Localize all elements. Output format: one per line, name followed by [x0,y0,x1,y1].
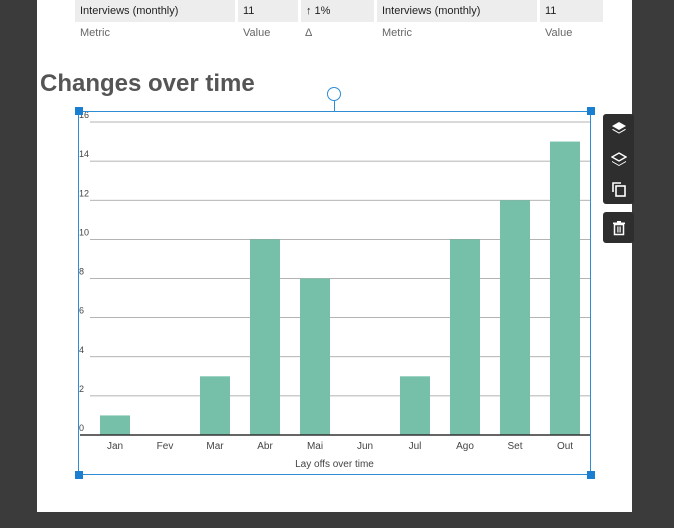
y-tick-label: 14 [79,149,89,159]
resize-handle-top-right[interactable] [587,107,595,115]
duplicate-icon [611,182,626,197]
bar-mai [300,278,330,435]
x-tick-label: Abr [257,441,273,452]
x-axis-label: Lay offs over time [295,459,374,470]
bar-mar [200,376,230,435]
x-tick-label: Ago [456,441,474,452]
bar-abr [250,239,280,435]
y-tick-label: 6 [79,306,84,316]
y-tick-label: 8 [79,267,84,277]
metric-cell-value: 11 [238,0,298,22]
y-tick-label: 16 [79,110,89,120]
x-tick-label: Jun [357,441,373,452]
y-tick-label: 0 [79,423,84,433]
x-tick-label: Set [507,441,522,452]
element-toolbar [603,114,634,204]
rotate-handle[interactable] [327,87,341,101]
metric-cell-delta: ↑ 1% [301,0,374,22]
delete-button[interactable] [603,212,634,243]
selection-frame[interactable] [78,111,591,475]
y-tick-label: 2 [79,384,84,394]
x-tick-label: Jan [107,441,123,452]
x-tick-label: Mar [206,441,224,452]
x-tick-label: Jul [409,441,422,452]
bar-jul [400,376,430,435]
metric-cell-label: Interviews (monthly) [75,0,235,22]
delta-header: Δ [305,27,313,39]
send-backward-button[interactable] [603,144,634,174]
metric-header: Metric [382,27,412,39]
bring-forward-button[interactable] [603,114,634,144]
bar-set [500,200,530,435]
x-tick-label: Out [557,441,573,452]
bar-jan [100,415,130,435]
rotate-connector [334,101,335,111]
x-tick-label: Fev [157,441,174,452]
resize-handle-top-left[interactable] [75,107,83,115]
bar-ago [450,239,480,435]
delete-icon [612,220,625,235]
bring-forward-icon [611,122,626,134]
resize-handle-bottom-right[interactable] [587,471,595,479]
value-header: Value [545,27,573,39]
send-backward-icon [610,152,627,166]
duplicate-button[interactable] [603,174,634,204]
y-tick-label: 10 [79,227,89,237]
metric-cell-label: Interviews (monthly) [377,0,537,22]
bar-out [550,141,580,435]
metric-cell-value: 11 [540,0,603,22]
document-page [37,0,632,512]
y-tick-label: 4 [79,345,84,355]
metric-header: Metric [80,27,110,39]
value-header: Value [243,27,271,39]
y-tick-label: 12 [79,188,89,198]
resize-handle-bottom-left[interactable] [75,471,83,479]
x-tick-label: Mai [307,441,323,452]
section-title: Changes over time [40,70,255,97]
